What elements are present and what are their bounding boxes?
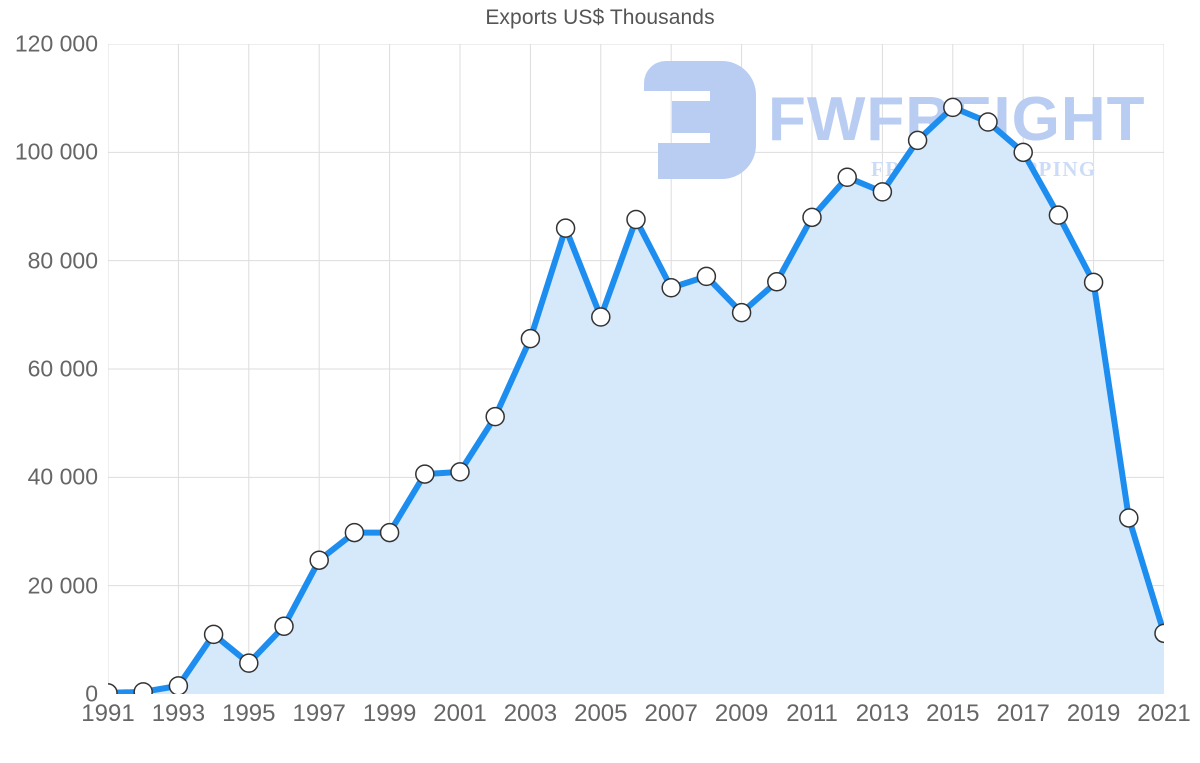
y-axis-tick-label: 20 000 xyxy=(27,572,98,599)
data-point-marker[interactable] xyxy=(662,279,680,297)
x-axis-tick-label: 1997 xyxy=(292,700,346,727)
x-axis-tick-label: 2007 xyxy=(644,700,698,727)
y-axis-tick-label: 60 000 xyxy=(27,355,98,382)
data-point-marker[interactable] xyxy=(592,308,610,326)
y-axis-tick-label: 0 xyxy=(85,680,98,707)
data-point-marker[interactable] xyxy=(451,463,469,481)
x-axis-tick-label: 2009 xyxy=(714,700,769,727)
data-point-marker[interactable] xyxy=(205,625,223,643)
data-point-marker[interactable] xyxy=(944,98,962,116)
data-point-marker[interactable] xyxy=(381,524,399,542)
y-axis: 0 20 000 40 000 60 000 80 000 100 000 120 000 xyxy=(0,31,98,707)
data-point-marker[interactable] xyxy=(768,273,786,291)
data-point-marker[interactable] xyxy=(134,683,152,694)
plot-area: FWFREIGHT FREIGHT SHIPPING xyxy=(108,44,1164,694)
data-point-marker[interactable] xyxy=(1085,273,1103,291)
x-axis-tick-label: 1999 xyxy=(362,700,417,727)
data-point-marker[interactable] xyxy=(909,131,927,149)
x-axis-tick-label: 2019 xyxy=(1066,700,1121,727)
data-point-marker[interactable] xyxy=(169,677,187,694)
x-axis-tick-label: 1993 xyxy=(151,700,206,727)
x-axis-tick-label: 2021 xyxy=(1137,700,1191,727)
data-point-marker[interactable] xyxy=(873,183,891,201)
x-axis-tick-label: 2001 xyxy=(433,700,487,727)
data-point-marker[interactable] xyxy=(1155,624,1164,642)
data-point-marker[interactable] xyxy=(838,168,856,186)
data-point-marker[interactable] xyxy=(521,330,539,348)
x-axis-tick-label: 2005 xyxy=(574,700,628,727)
data-point-marker[interactable] xyxy=(275,617,293,635)
x-axis-tick-label: 2003 xyxy=(503,700,558,727)
data-point-marker[interactable] xyxy=(979,113,997,131)
y-axis-tick-label: 80 000 xyxy=(27,247,98,274)
data-series xyxy=(108,44,1164,694)
data-point-marker[interactable] xyxy=(627,211,645,229)
x-axis-tick-label: 1991 xyxy=(81,700,135,727)
y-axis-tick-label: 40 000 xyxy=(27,463,98,490)
data-point-marker[interactable] xyxy=(240,654,258,672)
data-point-marker[interactable] xyxy=(486,408,504,426)
x-axis-tick-label: 2011 xyxy=(786,700,838,727)
data-point-marker[interactable] xyxy=(1120,509,1138,527)
data-point-marker[interactable] xyxy=(345,524,363,542)
data-point-marker[interactable] xyxy=(1049,206,1067,224)
x-axis-tick-label: 2017 xyxy=(996,700,1050,727)
y-axis-tick-label: 100 000 xyxy=(14,138,98,165)
data-point-marker[interactable] xyxy=(697,267,715,285)
x-axis-tick-label: 2013 xyxy=(855,700,910,727)
x-axis-tick-label: 1995 xyxy=(222,700,276,727)
data-point-marker[interactable] xyxy=(557,219,575,237)
x-axis: 1991 1993 1995 1997 1999 2001 2003 2005 2007 2009… xyxy=(81,700,1190,740)
x-axis-tick-label: 2015 xyxy=(926,700,980,727)
data-point-marker[interactable] xyxy=(108,684,117,694)
data-point-marker[interactable] xyxy=(1014,143,1032,161)
data-point-marker[interactable] xyxy=(416,465,434,483)
data-point-marker[interactable] xyxy=(310,551,328,569)
data-point-marker[interactable] xyxy=(733,304,751,322)
data-point-marker[interactable] xyxy=(803,208,821,226)
y-axis-tick-label: 120 000 xyxy=(14,30,98,57)
chart-title: Exports US$ Thousands xyxy=(485,6,715,29)
area-fill xyxy=(108,107,1164,694)
